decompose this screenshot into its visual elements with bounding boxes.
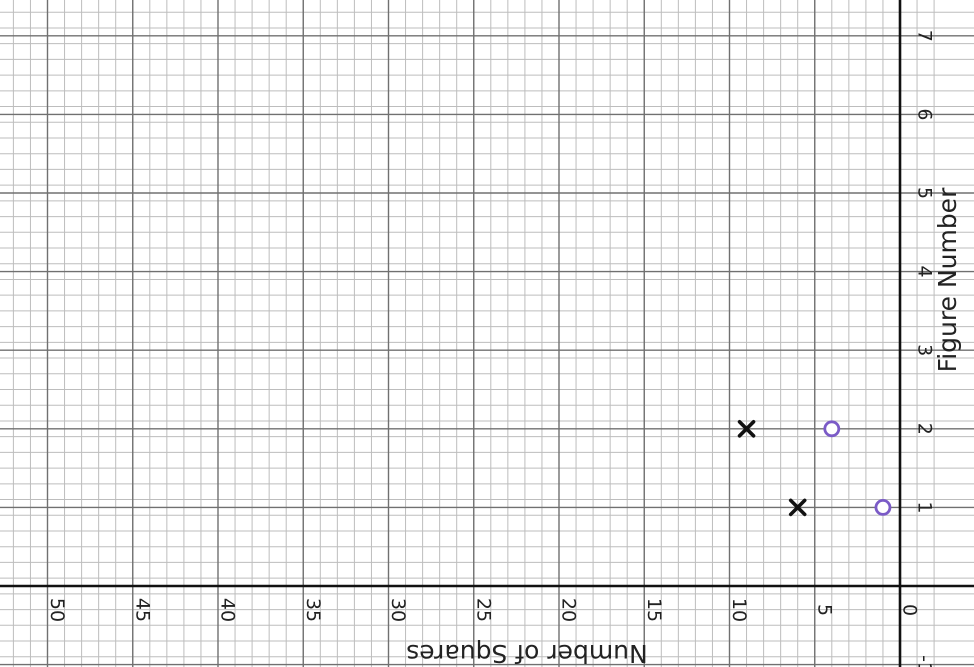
y-tick-label: 1	[914, 501, 936, 513]
x-tick-label: 20	[558, 598, 580, 622]
y-axis-label: Figure Number	[933, 187, 962, 372]
data-points	[737, 419, 892, 517]
y-tick-label: 2	[914, 423, 936, 435]
x-axis-label: Number of Squares	[406, 639, 647, 667]
y-tick-label: -1	[914, 655, 936, 667]
x-tick-label: 30	[387, 598, 409, 622]
cross-stroke	[737, 419, 756, 438]
x-tick-label: 15	[643, 598, 665, 622]
y-tick-label: 7	[914, 30, 936, 42]
y-tick-label: 3	[914, 344, 936, 356]
cross-point	[788, 498, 807, 517]
circle-point	[823, 420, 841, 438]
x-tick-label: 0	[899, 604, 921, 616]
cross-point	[737, 419, 756, 438]
cross-stroke	[788, 498, 807, 517]
y-tick-label: 5	[914, 187, 936, 199]
x-tick-label: 40	[217, 598, 239, 622]
x-tick-label: 25	[472, 598, 494, 622]
x-tick-label: 5	[813, 604, 835, 616]
x-tick-label: 10	[728, 598, 750, 622]
x-tick-label: 45	[131, 598, 153, 622]
circle-point	[874, 498, 892, 516]
y-tick-label: 4	[914, 266, 936, 278]
y-tick-label: 6	[914, 108, 936, 120]
x-tick-label: 50	[46, 598, 68, 622]
x-tick-label: 35	[302, 598, 324, 622]
